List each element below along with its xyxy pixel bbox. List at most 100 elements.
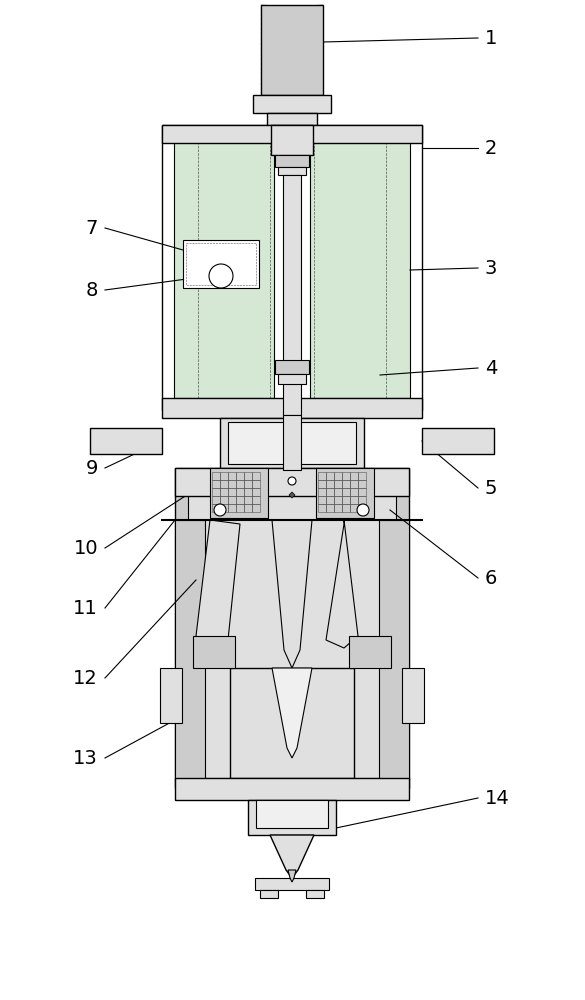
Bar <box>350 480 358 488</box>
Bar <box>162 398 422 418</box>
Text: 2: 2 <box>485 138 497 157</box>
Bar <box>342 472 350 480</box>
Bar <box>350 472 358 480</box>
Polygon shape <box>288 870 296 882</box>
Bar <box>342 488 350 496</box>
Bar <box>342 496 350 504</box>
Bar <box>212 504 220 512</box>
Bar <box>220 496 228 504</box>
Text: 3: 3 <box>485 258 497 277</box>
Bar <box>228 504 236 512</box>
Bar <box>244 480 252 488</box>
Bar <box>162 125 422 143</box>
Bar <box>175 468 409 496</box>
Bar <box>220 418 364 468</box>
Bar <box>306 890 324 898</box>
Bar <box>175 520 205 780</box>
Bar <box>212 488 220 496</box>
Text: 4: 4 <box>485 359 497 377</box>
Bar <box>256 800 328 828</box>
Bar <box>283 175 301 415</box>
Bar <box>278 167 306 175</box>
Bar <box>310 138 410 398</box>
Bar <box>236 472 244 480</box>
Bar <box>212 480 220 488</box>
Bar <box>228 480 236 488</box>
Bar <box>342 480 350 488</box>
Bar <box>244 504 252 512</box>
Text: 1: 1 <box>485 28 497 47</box>
Bar <box>174 138 274 398</box>
Bar <box>248 800 336 835</box>
Bar <box>160 668 182 723</box>
Bar <box>220 480 228 488</box>
Bar <box>244 488 252 496</box>
Bar <box>244 496 252 504</box>
Text: 14: 14 <box>485 788 510 808</box>
Bar <box>252 496 260 504</box>
Polygon shape <box>326 520 358 648</box>
Bar <box>90 428 162 454</box>
Text: 6: 6 <box>485 568 497 587</box>
Bar <box>326 504 334 512</box>
Bar <box>255 878 329 890</box>
Bar <box>228 422 356 464</box>
Bar <box>275 360 309 374</box>
Bar <box>350 488 358 496</box>
Bar <box>212 472 220 480</box>
Bar <box>379 520 409 780</box>
Bar <box>422 428 494 454</box>
Text: 5: 5 <box>485 479 497 497</box>
Bar <box>326 496 334 504</box>
Bar <box>228 488 236 496</box>
Bar <box>350 496 358 504</box>
Bar <box>252 480 260 488</box>
Polygon shape <box>272 520 312 668</box>
Polygon shape <box>272 668 312 758</box>
Bar <box>236 488 244 496</box>
Circle shape <box>214 504 226 516</box>
Circle shape <box>209 264 233 288</box>
Text: 7: 7 <box>85 219 98 237</box>
Text: 13: 13 <box>73 748 98 768</box>
Bar <box>349 636 391 668</box>
Bar <box>244 472 252 480</box>
Bar <box>212 496 220 504</box>
Bar <box>228 472 236 480</box>
Bar <box>318 504 326 512</box>
Text: 12: 12 <box>73 668 98 688</box>
Bar <box>236 480 244 488</box>
Bar <box>326 488 334 496</box>
Bar <box>358 472 366 480</box>
Bar <box>188 478 396 778</box>
Text: 11: 11 <box>73 598 98 617</box>
Circle shape <box>288 477 296 485</box>
Bar <box>278 374 306 384</box>
Bar <box>253 95 331 113</box>
Bar <box>318 496 326 504</box>
Bar <box>267 113 317 125</box>
Bar <box>334 504 342 512</box>
Bar <box>220 504 228 512</box>
Bar <box>271 125 313 155</box>
Text: 9: 9 <box>85 458 98 478</box>
Bar <box>186 243 256 285</box>
Polygon shape <box>289 492 295 498</box>
Bar <box>162 125 422 410</box>
Bar <box>358 488 366 496</box>
Bar <box>350 504 358 512</box>
Bar <box>252 488 260 496</box>
Bar <box>316 468 374 518</box>
Bar <box>318 488 326 496</box>
Circle shape <box>357 504 369 516</box>
Bar <box>358 496 366 504</box>
Bar <box>236 496 244 504</box>
Bar <box>193 636 235 668</box>
Bar <box>252 504 260 512</box>
Text: 10: 10 <box>73 538 98 558</box>
Text: 8: 8 <box>85 280 98 300</box>
Bar <box>318 480 326 488</box>
Polygon shape <box>270 835 314 878</box>
Bar <box>183 240 259 288</box>
Bar <box>230 668 354 778</box>
